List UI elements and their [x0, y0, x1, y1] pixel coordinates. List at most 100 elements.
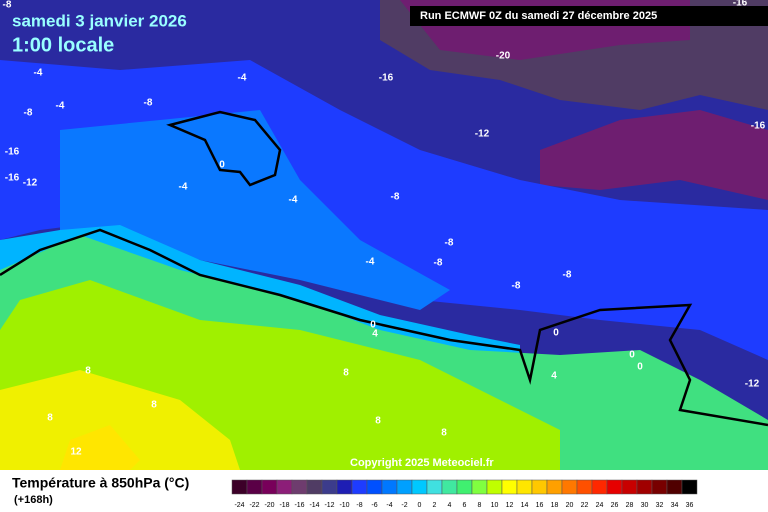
legend-label: 32: [656, 502, 664, 509]
legend-swatch: [591, 479, 608, 495]
contour-label: 0: [629, 350, 635, 361]
legend-label: 18: [551, 502, 559, 509]
contour-label: -8: [144, 98, 153, 109]
legend-label: -6: [371, 502, 377, 509]
contour-label: -8: [563, 270, 572, 281]
contour-label: 0: [370, 320, 376, 331]
legend-label: 30: [641, 502, 649, 509]
legend-label: -4: [386, 502, 392, 509]
legend-label: 26: [611, 502, 619, 509]
contour-labels: -8-4-4-8-16-16 -12-4-8-16-20-12-16-160-4-…: [3, 0, 766, 458]
legend-label: -10: [339, 502, 349, 509]
legend-label: -24: [234, 502, 244, 509]
legend-label: 8: [478, 502, 482, 509]
legend-swatch: [321, 479, 338, 495]
legend-swatch: [441, 479, 458, 495]
legend-label: 36: [686, 502, 694, 509]
legend-label: 10: [491, 502, 499, 509]
legend-swatch: [531, 479, 548, 495]
warm-region: [0, 370, 240, 470]
contour-label: 8: [85, 366, 91, 377]
contour-label: 0: [219, 160, 225, 171]
legend-label: 24: [596, 502, 604, 509]
legend-swatch: [351, 479, 368, 495]
contour-label: 8: [343, 368, 349, 379]
contour-label: 0: [637, 362, 643, 373]
contour-label: -8: [445, 238, 454, 249]
legend-swatch: [636, 479, 653, 495]
legend-swatch: [246, 479, 263, 495]
contour-label: -12: [475, 129, 490, 140]
contour-label: -16: [751, 121, 766, 132]
copyright: Copyright 2025 Meteociel.fr: [350, 457, 494, 469]
map: -8-4-4-8-16-16 -12-4-8-16-20-12-16-160-4-…: [0, 0, 768, 470]
legend-label: 20: [566, 502, 574, 509]
legend-label: 16: [536, 502, 544, 509]
contour-label: -4: [56, 101, 65, 112]
contour-label: 4: [372, 329, 378, 340]
run-box: [410, 6, 768, 26]
contour-label: -16: [733, 0, 748, 9]
contour-label: -16: [379, 73, 394, 84]
legend-swatch: [366, 479, 383, 495]
contour-label: 4: [551, 371, 557, 382]
time: 1:00 locale: [12, 34, 114, 56]
legend-label: 12: [506, 502, 514, 509]
contour-label: -4: [179, 182, 188, 193]
footer-title: Température à 850hPa (°C): [12, 475, 189, 491]
legend-label: 2: [433, 502, 437, 509]
legend-label: 22: [581, 502, 589, 509]
legend-label: 14: [521, 502, 529, 509]
contour-label: -8: [512, 281, 521, 292]
legend-swatch: [426, 479, 443, 495]
legend-swatch: [336, 479, 353, 495]
contour-label: -4: [289, 195, 298, 206]
run: Run ECMWF 0Z du samedi 27 décembre 2025: [420, 10, 657, 22]
contour-label: -4: [238, 73, 247, 84]
legend-label: 6: [463, 502, 467, 509]
legend-swatch: [546, 479, 563, 495]
legend-label: 4: [448, 502, 452, 509]
legend-label: 28: [626, 502, 634, 509]
legend-label: -18: [279, 502, 289, 509]
contour-label: 8: [47, 413, 53, 424]
legend-swatch: [486, 479, 503, 495]
contour-label: -8: [434, 258, 443, 269]
cold-region: [540, 110, 768, 200]
legend-label: -8: [356, 502, 362, 509]
legend-swatch: [396, 479, 413, 495]
legend-swatch: [276, 479, 293, 495]
legend-swatch: [456, 479, 473, 495]
legend-swatch: [651, 479, 668, 495]
legend-swatch: [516, 479, 533, 495]
legend-label: 0: [418, 502, 422, 509]
contour-label: -16: [5, 173, 20, 184]
legend-swatch: [231, 479, 248, 495]
cool-region: [60, 110, 450, 310]
footer-lead: (+168h): [14, 494, 53, 506]
legend-swatch: [291, 479, 308, 495]
legend-swatch: [471, 479, 488, 495]
contour-label: 12: [70, 447, 82, 458]
contour-label: -12: [745, 379, 760, 390]
contour-label: -8: [24, 108, 33, 119]
legend-label: -22: [249, 502, 259, 509]
contour-label: -16: [5, 147, 20, 158]
contour-label: 8: [441, 428, 447, 439]
legend: -24 -22 -20 -18 -16 -14 -12 -10 -8 -6 -4 -2 0 2 4 6 8 10 1…: [231, 479, 698, 509]
contour-label: 8: [375, 416, 381, 427]
contour-label: 8: [151, 400, 157, 411]
legend-swatch: [621, 479, 638, 495]
contour-label: 0: [553, 328, 559, 339]
legend-swatch: [381, 479, 398, 495]
legend-swatch: [666, 479, 683, 495]
contour-label: -12: [23, 178, 38, 189]
legend-label: 34: [671, 502, 679, 509]
legend-swatch: [576, 479, 593, 495]
legend-swatch: [606, 479, 623, 495]
legend-label: -20: [264, 502, 274, 509]
contour-label: -4: [34, 68, 43, 79]
legend-swatch: [501, 479, 518, 495]
legend-label: -12: [324, 502, 334, 509]
